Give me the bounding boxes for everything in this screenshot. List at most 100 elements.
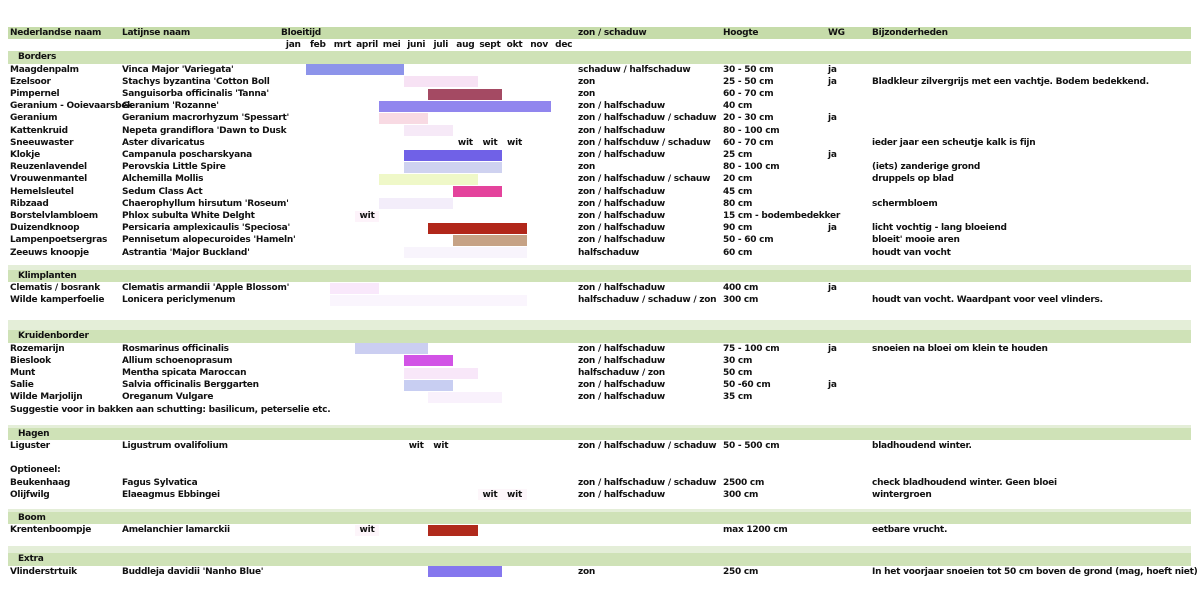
cell-latin-name[interactable]: Ligustrum ovalifolium bbox=[122, 441, 228, 451]
cell-sun-shade[interactable]: zon / halfschaduw bbox=[578, 355, 665, 366]
wit-label[interactable]: wit bbox=[359, 525, 375, 536]
cell-notes[interactable]: ieder jaar een scheutje kalk is fijn bbox=[872, 137, 1036, 148]
cell-dutch-name[interactable]: Geranium - Ooievaarsbek bbox=[10, 101, 133, 112]
cell-sun-shade[interactable]: schaduw / halfschaduw bbox=[578, 64, 691, 75]
cell-height[interactable]: 50 -60 cm bbox=[723, 380, 771, 391]
cell-wg[interactable]: ja bbox=[828, 223, 837, 234]
cell-height[interactable]: 40 cm bbox=[723, 101, 753, 112]
cell-dutch-name[interactable]: Krentenboompje bbox=[10, 525, 92, 536]
cell-latin-name[interactable]: Vinca Major 'Variegata' bbox=[122, 64, 234, 75]
bloom-bar[interactable] bbox=[330, 294, 527, 306]
month-label-aug[interactable]: aug bbox=[456, 40, 475, 51]
cell-height[interactable]: 50 - 500 cm bbox=[723, 441, 780, 451]
cell-height[interactable]: 80 cm bbox=[723, 198, 753, 209]
cell-height[interactable]: 300 cm bbox=[723, 489, 759, 500]
month-label-okt[interactable]: okt bbox=[506, 40, 523, 51]
cell-sun-shade[interactable]: zon bbox=[578, 89, 596, 99]
cell-dutch-name[interactable]: Vrouwenmantel bbox=[10, 174, 87, 185]
cell-latin-name[interactable]: Persicaria amplexicaulis 'Speciosa' bbox=[122, 223, 290, 234]
cell-notes[interactable]: wintergroen bbox=[872, 489, 932, 500]
cell-notes[interactable]: houdt van vocht bbox=[872, 247, 951, 258]
wit-label[interactable]: wit bbox=[507, 137, 522, 148]
month-label-dec[interactable]: dec bbox=[555, 40, 573, 51]
cell-height[interactable]: 90 cm bbox=[723, 223, 753, 234]
cell-height[interactable]: max 1200 cm bbox=[723, 525, 788, 536]
bloom-bar[interactable] bbox=[403, 367, 478, 379]
bloom-bar[interactable] bbox=[403, 379, 454, 391]
section-band[interactable]: Klimplanten bbox=[8, 269, 1191, 282]
bloom-bar[interactable] bbox=[403, 355, 454, 367]
cell-sun-shade[interactable]: zon / halfschaduw bbox=[578, 283, 665, 293]
cell-dutch-name[interactable]: Bieslook bbox=[10, 355, 51, 366]
free-text-cell[interactable]: Optioneel: bbox=[10, 465, 61, 476]
cell-dutch-name[interactable]: Olijfwilg bbox=[10, 489, 50, 500]
cell-sun-shade[interactable]: halfschaduw / schaduw / zon bbox=[578, 295, 717, 306]
cell-height[interactable]: 80 - 100 cm bbox=[723, 162, 780, 173]
cell-height[interactable]: 45 cm bbox=[723, 186, 753, 197]
cell-latin-name[interactable]: Chaerophyllum hirsutum 'Roseum' bbox=[122, 198, 289, 209]
wit-label[interactable]: wit bbox=[457, 137, 473, 148]
free-text-cell[interactable]: Suggestie voor in bakken aan schutting: … bbox=[10, 404, 331, 415]
cell-latin-name[interactable]: Geranium macrorhyzum 'Spessart' bbox=[122, 113, 290, 124]
cell-notes[interactable]: bloeit' mooie aren bbox=[872, 235, 960, 246]
cell-wg[interactable]: ja bbox=[828, 76, 837, 87]
section-band[interactable]: Boom bbox=[8, 512, 1191, 525]
cell-sun-shade[interactable]: zon / halfschaduw bbox=[578, 211, 665, 221]
bloom-bar[interactable] bbox=[428, 222, 527, 234]
bloom-bar[interactable] bbox=[403, 125, 454, 137]
wit-label[interactable]: wit bbox=[482, 489, 498, 500]
cell-sun-shade[interactable]: zon / halfschaduw / schauw bbox=[578, 174, 711, 185]
cell-latin-name[interactable]: Lonicera periclymenum bbox=[122, 295, 236, 306]
cell-height[interactable]: 25 cm bbox=[723, 150, 753, 160]
cell-latin-name[interactable]: Sedum Class Act bbox=[122, 186, 203, 197]
cell-latin-name[interactable]: Rosmarinus officinalis bbox=[122, 343, 229, 354]
cell-height[interactable]: 30 cm bbox=[723, 355, 753, 366]
bloom-bar[interactable] bbox=[453, 186, 503, 198]
month-label-jan[interactable]: jan bbox=[285, 40, 301, 51]
cell-sun-shade[interactable]: zon / halfschaduw bbox=[578, 186, 665, 197]
bloom-bar[interactable] bbox=[428, 391, 503, 403]
cell-notes[interactable]: druppels op blad bbox=[872, 174, 954, 185]
bloom-bar[interactable] bbox=[477, 489, 527, 501]
cell-height[interactable]: 50 cm bbox=[723, 368, 753, 378]
cell-wg[interactable]: ja bbox=[828, 64, 837, 75]
section-band[interactable]: Extra bbox=[8, 553, 1191, 566]
cell-sun-shade[interactable]: zon / halfschaduw / schaduw bbox=[578, 477, 717, 488]
month-label-mei[interactable]: mei bbox=[382, 40, 401, 51]
bloom-bar[interactable] bbox=[354, 210, 380, 222]
cell-dutch-name[interactable]: Beukenhaag bbox=[10, 477, 71, 488]
cell-latin-name[interactable]: Phlox subulta White Delght bbox=[122, 211, 255, 221]
cell-height[interactable]: 30 - 50 cm bbox=[723, 64, 774, 75]
month-label-nov[interactable]: nov bbox=[530, 40, 548, 51]
cell-dutch-name[interactable]: Maagdenpalm bbox=[10, 64, 79, 75]
cell-notes[interactable]: schermbloem bbox=[872, 198, 938, 209]
cell-height[interactable]: 75 - 100 cm bbox=[723, 343, 780, 354]
cell-notes[interactable]: check bladhoudend winter. Geen bloei bbox=[872, 477, 1057, 488]
bloom-bar[interactable] bbox=[379, 100, 552, 112]
month-label-feb[interactable]: feb bbox=[310, 40, 326, 51]
bloom-bar[interactable] bbox=[403, 149, 503, 161]
cell-dutch-name[interactable]: Ribzaad bbox=[10, 198, 49, 209]
cell-height[interactable]: 400 cm bbox=[723, 283, 759, 293]
cell-latin-name[interactable]: Fagus Sylvatica bbox=[122, 477, 198, 488]
cell-latin-name[interactable]: Nepeta grandiflora 'Dawn to Dusk bbox=[122, 125, 287, 136]
cell-dutch-name[interactable]: Duizendknoop bbox=[10, 223, 80, 234]
cell-dutch-name[interactable]: Wilde kamperfoelie bbox=[10, 295, 105, 306]
wit-label[interactable]: wit bbox=[359, 211, 375, 221]
bloom-bar[interactable] bbox=[403, 247, 527, 259]
cell-notes[interactable]: (iets) zanderige grond bbox=[872, 162, 981, 173]
bloom-bar[interactable] bbox=[428, 88, 503, 100]
cell-wg[interactable]: ja bbox=[828, 150, 837, 160]
cell-latin-name[interactable]: Geranium 'Rozanne' bbox=[122, 101, 219, 112]
cell-dutch-name[interactable]: Kattenkruid bbox=[10, 125, 68, 136]
cell-dutch-name[interactable]: Klokje bbox=[10, 150, 40, 160]
cell-dutch-name[interactable]: Geranium bbox=[10, 113, 58, 124]
bloom-bar[interactable] bbox=[379, 112, 429, 124]
cell-sun-shade[interactable]: halfschaduw / zon bbox=[578, 368, 665, 378]
cell-latin-name[interactable]: Aster divaricatus bbox=[122, 137, 205, 148]
wit-label[interactable]: wit bbox=[507, 489, 522, 500]
cell-height[interactable]: 2500 cm bbox=[723, 477, 765, 488]
cell-sun-shade[interactable]: zon / halfschduw / schaduw bbox=[578, 137, 711, 148]
cell-notes[interactable]: Bladkleur zilvergrijs met een vachtje. B… bbox=[872, 76, 1149, 87]
cell-wg[interactable]: ja bbox=[828, 380, 837, 391]
